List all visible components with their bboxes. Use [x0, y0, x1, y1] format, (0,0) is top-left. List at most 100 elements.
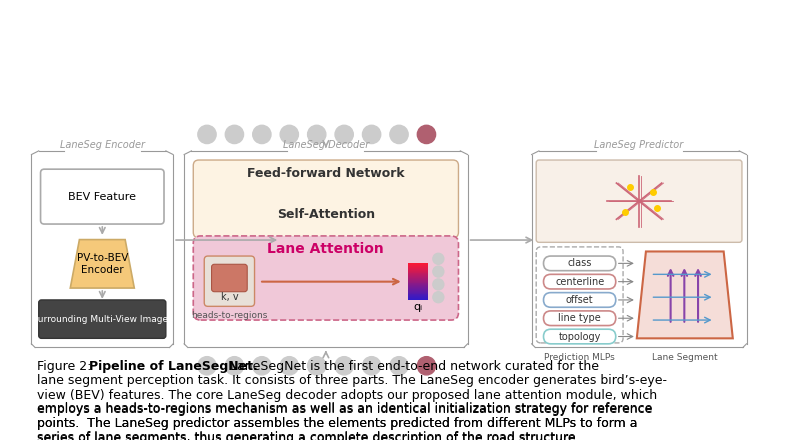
Bar [408, 289, 428, 290]
Bar [408, 278, 428, 279]
Circle shape [362, 125, 381, 143]
Text: BEV Feature: BEV Feature [68, 191, 136, 202]
Text: series of lane segments, thus generating a complete description of the road stru: series of lane segments, thus generating… [37, 432, 579, 440]
Bar [408, 275, 428, 276]
Bar [408, 284, 428, 285]
Circle shape [418, 357, 436, 375]
Bar [408, 268, 428, 269]
Bar [408, 267, 428, 268]
Polygon shape [637, 252, 733, 338]
Bar [408, 297, 428, 298]
Text: lane segment perception task. It consists of three parts. The LaneSeg encoder ge: lane segment perception task. It consist… [37, 374, 667, 388]
Text: LaneSeg Encoder: LaneSeg Encoder [60, 140, 145, 150]
Text: lane segment perception task. It consists of three parts. The LaneSeg encoder ge: lane segment perception task. It consist… [0, 439, 1, 440]
Text: LaneSegNet is the first end-to-end network curated for the: LaneSegNet is the first end-to-end netwo… [230, 360, 599, 373]
Circle shape [307, 125, 326, 143]
Circle shape [280, 125, 298, 143]
Bar [408, 295, 428, 296]
Text: LaneSegNet is the first end-to-end network curated for the: LaneSegNet is the first end-to-end netwo… [0, 439, 1, 440]
Circle shape [198, 125, 216, 143]
Bar [408, 299, 428, 300]
Bar [408, 270, 428, 271]
Text: view (BEV) features. The core LaneSeg decoder adopts our proposed lane attention: view (BEV) features. The core LaneSeg de… [37, 389, 657, 402]
Bar [408, 288, 428, 289]
FancyBboxPatch shape [543, 274, 616, 289]
Text: points.  The LaneSeg predictor assembles the elements predicted from different M: points. The LaneSeg predictor assembles … [37, 417, 638, 430]
Text: series of lane segments, thus generating a complete description of the road stru: series of lane segments, thus generating… [37, 431, 579, 440]
Text: qᵢ: qᵢ [414, 302, 422, 312]
Text: PV-to-BEV
Encoder: PV-to-BEV Encoder [77, 253, 128, 275]
FancyBboxPatch shape [536, 160, 742, 242]
Bar [408, 292, 428, 293]
Bar [408, 272, 428, 273]
FancyBboxPatch shape [211, 264, 247, 292]
Text: Prediction MLPs: Prediction MLPs [544, 353, 615, 362]
Bar [408, 286, 428, 287]
Text: heads-to-regions: heads-to-regions [191, 311, 267, 320]
Text: class: class [567, 258, 592, 268]
Bar [408, 296, 428, 297]
Text: Lane Attention: Lane Attention [267, 242, 384, 256]
Circle shape [198, 357, 216, 375]
FancyBboxPatch shape [38, 300, 166, 338]
FancyBboxPatch shape [543, 329, 616, 344]
Bar [408, 271, 428, 272]
Bar [408, 282, 428, 283]
Text: Figure 2:: Figure 2: [0, 439, 1, 440]
FancyBboxPatch shape [194, 160, 458, 238]
FancyBboxPatch shape [204, 256, 254, 306]
Text: view (BEV) features. The core LaneSeg decoder adopts our proposed lane attention: view (BEV) features. The core LaneSeg de… [0, 439, 1, 440]
Circle shape [433, 266, 444, 277]
Bar [408, 266, 428, 267]
Text: Self-Attention: Self-Attention [277, 209, 375, 221]
Text: Pipeline of LaneSegNet.: Pipeline of LaneSegNet. [89, 360, 258, 373]
Circle shape [226, 125, 243, 143]
Circle shape [390, 125, 408, 143]
Bar [408, 287, 428, 288]
Circle shape [433, 253, 444, 264]
Text: Feed-forward Network: Feed-forward Network [247, 167, 405, 180]
Text: topology: topology [558, 331, 601, 341]
FancyBboxPatch shape [543, 311, 616, 326]
Text: line type: line type [558, 313, 601, 323]
Bar [408, 285, 428, 286]
Bar [408, 265, 428, 266]
Text: k, v: k, v [221, 292, 238, 302]
FancyBboxPatch shape [543, 256, 616, 271]
Text: Lane Segment Queries: Lane Segment Queries [0, 439, 1, 440]
Text: points.  The LaneSeg predictor assembles the elements predicted from different M: points. The LaneSeg predictor assembles … [37, 417, 638, 430]
Bar [408, 273, 428, 274]
FancyBboxPatch shape [536, 247, 623, 343]
Text: centerline: centerline [555, 277, 604, 286]
Bar [408, 281, 428, 282]
Text: offset: offset [566, 295, 594, 305]
Bar [408, 293, 428, 294]
Circle shape [307, 357, 326, 375]
Bar [408, 298, 428, 299]
Text: Figure 2:: Figure 2: [37, 360, 91, 373]
Circle shape [433, 279, 444, 290]
Bar [408, 263, 428, 264]
Circle shape [335, 125, 354, 143]
Text: employs a heads-to-regions mechanism as well as an identical initialization stra: employs a heads-to-regions mechanism as … [37, 403, 652, 416]
Bar [408, 274, 428, 275]
Bar [408, 264, 428, 265]
Bar [408, 280, 428, 281]
Bar [408, 279, 428, 280]
Bar [408, 283, 428, 284]
Text: Pipeline of LaneSegNet.: Pipeline of LaneSegNet. [0, 439, 1, 440]
Circle shape [253, 357, 271, 375]
FancyBboxPatch shape [41, 169, 164, 224]
Text: Surrounding Multi-View Images: Surrounding Multi-View Images [32, 315, 173, 324]
Circle shape [362, 357, 381, 375]
Circle shape [280, 357, 298, 375]
Bar [408, 294, 428, 295]
Text: employs a heads-to-regions mechanism as well as an identical initialization stra: employs a heads-to-regions mechanism as … [37, 402, 652, 415]
Polygon shape [70, 240, 134, 288]
FancyBboxPatch shape [543, 293, 616, 307]
Circle shape [433, 292, 444, 303]
Bar [408, 276, 428, 277]
Bar [408, 269, 428, 270]
Circle shape [390, 357, 408, 375]
Circle shape [226, 357, 243, 375]
